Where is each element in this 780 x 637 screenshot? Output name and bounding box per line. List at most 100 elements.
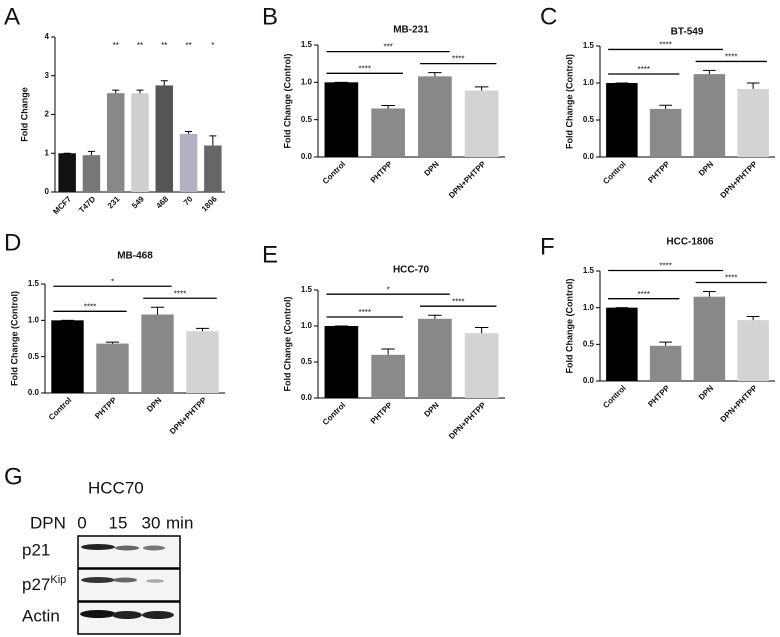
- bar: [96, 343, 129, 393]
- error-bar: [87, 150, 95, 156]
- error-bar: [112, 89, 120, 94]
- significance: ****: [659, 262, 671, 271]
- y-axis-label: Fold Change (Control): [282, 54, 292, 149]
- y-tick-label: 1.0: [583, 303, 595, 312]
- chart-title: HCC-1806: [666, 237, 714, 248]
- error-bar: [474, 86, 489, 91]
- x-tick-label: DPN: [697, 159, 715, 177]
- chart-title: MB-468: [117, 251, 153, 262]
- bar: [324, 82, 359, 157]
- x-tick-label: 1806: [200, 194, 219, 213]
- bar: [418, 76, 452, 157]
- y-tick-label: 1.0: [301, 77, 313, 86]
- x-tick-label: DPN: [697, 383, 715, 401]
- error-bar: [659, 104, 672, 109]
- x-tick-label: DPN: [422, 159, 440, 177]
- significance: ****: [659, 41, 671, 50]
- significance: ****: [638, 65, 650, 74]
- significance: ***: [383, 43, 392, 52]
- bar: [649, 108, 682, 157]
- panel-label: F: [540, 233, 555, 260]
- bar: [693, 74, 726, 157]
- y-tick-label: 0.0: [28, 388, 40, 397]
- bar: [186, 331, 219, 393]
- significance: ****: [359, 64, 371, 73]
- y-tick-label: 1.0: [301, 321, 313, 330]
- panel-label: A: [4, 3, 20, 30]
- x-tick-label: DPN+PHTPP: [168, 395, 209, 436]
- bar: [606, 307, 638, 381]
- x-tick-label: 549: [130, 194, 146, 210]
- x-tick-label: DPN+PHTPP: [447, 159, 488, 200]
- bar: [155, 85, 174, 192]
- error-bar: [746, 315, 760, 321]
- panel-label: B: [262, 3, 278, 30]
- significance: ****: [359, 308, 371, 317]
- y-tick-label: 0: [45, 187, 50, 196]
- row-label: Actin: [22, 606, 60, 625]
- error-bar: [106, 341, 119, 344]
- bar: [51, 320, 84, 393]
- y-tick-label: 0.5: [28, 352, 40, 361]
- y-tick-label: 0.0: [583, 152, 595, 161]
- y-tick-label: 0.0: [583, 376, 595, 385]
- bar: [106, 93, 125, 192]
- significance: **: [161, 41, 167, 50]
- panel-label: D: [4, 229, 21, 256]
- significance: **: [113, 41, 119, 50]
- x-tick-label: 70: [182, 194, 195, 207]
- bar: [141, 314, 174, 393]
- bar: [464, 90, 499, 157]
- error-bar: [746, 82, 760, 89]
- x-tick-label: DPN+PHTPP: [719, 383, 760, 424]
- x-tick-label: PHTPP: [646, 383, 672, 409]
- significance: **: [185, 41, 191, 50]
- y-tick-label: 2: [45, 110, 50, 119]
- x-tick-label: 231: [106, 194, 122, 210]
- error-bar: [160, 80, 168, 86]
- error-bar: [659, 341, 672, 346]
- y-tick-label: 1.5: [301, 285, 313, 294]
- y-tick-label: 0.5: [301, 357, 313, 366]
- error-bar: [151, 306, 164, 315]
- error-bar: [428, 72, 442, 77]
- bar: [464, 333, 499, 398]
- y-axis-label: Fold Change: [19, 87, 29, 142]
- error-bar: [196, 327, 209, 332]
- row-label: p21: [22, 540, 50, 559]
- y-tick-label: 0.5: [583, 115, 595, 124]
- y-tick-label: 0.5: [301, 115, 313, 124]
- chart-title: MB-231: [393, 25, 429, 36]
- error-bar: [703, 291, 716, 297]
- bar: [606, 83, 638, 157]
- x-tick-label: DPN: [422, 400, 440, 418]
- y-axis-label: Fold Change (Control): [564, 54, 574, 149]
- bar: [131, 93, 149, 192]
- x-tick-label: DPN: [145, 395, 163, 413]
- lane-label: 0: [77, 513, 86, 532]
- x-tick-label: 468: [154, 194, 170, 210]
- x-tick-label: Control: [47, 396, 73, 422]
- bar: [649, 345, 682, 381]
- x-tick-label: PHTPP: [646, 159, 672, 185]
- x-tick-label: PHTPP: [369, 159, 395, 185]
- significance: ****: [725, 274, 737, 283]
- y-tick-label: 4: [45, 32, 50, 41]
- y-tick-label: 1.5: [583, 41, 595, 50]
- chart-title: HCC-70: [393, 265, 430, 276]
- significance: ****: [725, 53, 737, 62]
- blot: [77, 535, 181, 635]
- error-bar: [703, 69, 716, 75]
- significance: ****: [638, 290, 650, 299]
- bar: [324, 326, 359, 398]
- lane-label: 15: [109, 513, 128, 532]
- panel-label: E: [262, 241, 278, 268]
- bar: [204, 145, 222, 192]
- x-tick-label: Control: [321, 401, 347, 427]
- bar: [693, 296, 726, 381]
- x-tick-label: T47D: [77, 194, 97, 214]
- row-label: p27Kip: [22, 574, 66, 595]
- x-tick-label: Control: [601, 160, 627, 186]
- significance: *: [387, 285, 390, 294]
